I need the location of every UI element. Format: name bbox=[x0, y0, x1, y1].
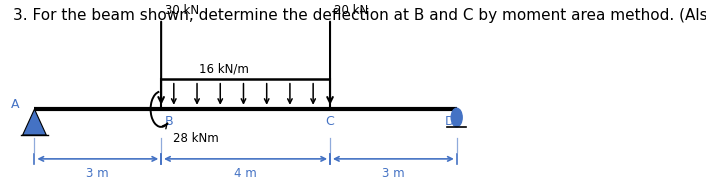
Text: B: B bbox=[164, 115, 173, 128]
Text: 3. For the beam shown, determine the deflection at B and C by moment area method: 3. For the beam shown, determine the def… bbox=[13, 8, 706, 23]
Text: 28 kNm: 28 kNm bbox=[173, 132, 219, 145]
Text: 3 m: 3 m bbox=[382, 167, 405, 180]
Text: C: C bbox=[325, 115, 335, 128]
Text: 20 kN: 20 kN bbox=[334, 4, 369, 17]
Text: 4 m: 4 m bbox=[234, 167, 257, 180]
Text: 3 m: 3 m bbox=[87, 167, 109, 180]
Text: D: D bbox=[445, 115, 455, 128]
Text: 30 kN: 30 kN bbox=[165, 4, 200, 17]
Text: 16 kN/m: 16 kN/m bbox=[199, 63, 249, 76]
Text: A: A bbox=[11, 98, 20, 111]
Circle shape bbox=[451, 108, 462, 127]
Polygon shape bbox=[23, 109, 47, 135]
